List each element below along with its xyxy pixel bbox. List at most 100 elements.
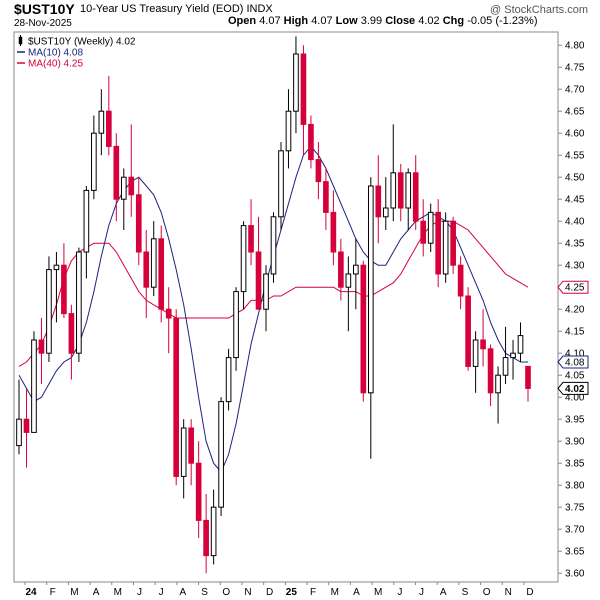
candle-body xyxy=(465,295,471,367)
candle-body xyxy=(450,220,456,266)
candle-body xyxy=(165,308,172,319)
candle-body xyxy=(315,159,322,183)
y-tick-label: 4.20 xyxy=(565,305,585,316)
candle-body xyxy=(53,264,60,271)
candle-body xyxy=(293,53,299,112)
brand-watermark: @ StockCharts.com xyxy=(485,4,588,16)
candle-body xyxy=(360,264,367,394)
candle-body xyxy=(375,185,382,218)
candle-body xyxy=(120,176,127,200)
y-tick-label: 3.90 xyxy=(565,437,585,448)
candle-body xyxy=(480,339,486,350)
x-tick-label: A xyxy=(93,587,100,598)
candle-body xyxy=(442,220,449,275)
x-tick-label: N xyxy=(244,587,251,598)
candle-body xyxy=(31,339,37,433)
y-tick-label: 3.85 xyxy=(565,459,585,470)
x-tick-label: M xyxy=(114,587,122,598)
legend-entry: MA(40) 4.25 xyxy=(28,59,83,70)
x-tick-label: 25 xyxy=(286,587,298,598)
x-tick-label: S xyxy=(201,587,208,598)
candle-body xyxy=(405,172,412,209)
close-value: 4.02 xyxy=(418,15,440,27)
candle-body xyxy=(525,365,531,389)
y-tick-label: 3.65 xyxy=(565,547,585,558)
candle-body xyxy=(263,273,269,310)
x-tick-label: J xyxy=(419,587,424,598)
candle-body xyxy=(420,220,427,244)
y-tick-label: 4.30 xyxy=(565,261,585,272)
x-tick-label: D xyxy=(526,587,533,598)
candle-body xyxy=(203,519,209,557)
x-tick-label: D xyxy=(266,587,273,598)
ohlc-readout: Open 4.07 High 4.07 Low 3.99 Close 4.02 … xyxy=(228,15,538,27)
y-tick-label: 4.10 xyxy=(565,349,585,360)
candle-body xyxy=(510,352,516,359)
y-tick-label: 4.15 xyxy=(565,327,585,338)
candle-body xyxy=(23,418,30,433)
candle-body xyxy=(270,216,277,275)
x-tick-label: A xyxy=(353,587,360,598)
chg-value: -0.05 (-1.23%) xyxy=(467,15,538,27)
candle-body xyxy=(128,176,135,196)
candle-body xyxy=(397,172,404,209)
candle-body xyxy=(502,357,509,376)
chart-date: 28-Nov-2025 xyxy=(14,18,72,29)
y-tick-label: 4.65 xyxy=(565,107,585,118)
x-tick-label: O xyxy=(222,587,230,598)
x-tick-label: A xyxy=(180,587,187,598)
symbol-description: 10-Year US Treasury Yield (EOD) INDX xyxy=(80,3,273,15)
y-tick-label: 4.60 xyxy=(565,129,585,140)
x-tick-label: M xyxy=(70,587,78,598)
x-tick-label: M xyxy=(374,587,382,598)
y-tick-label: 4.75 xyxy=(565,63,585,74)
high-label: High xyxy=(283,15,309,27)
candle-body xyxy=(135,194,142,253)
high-value: 4.07 xyxy=(311,15,333,27)
x-tick-label: O xyxy=(483,587,491,598)
legend-box xyxy=(16,34,128,68)
legend-entry: MA(10) 4.08 xyxy=(28,48,83,59)
x-tick-label: S xyxy=(462,587,469,598)
y-tick-label: 3.70 xyxy=(565,525,585,536)
x-tick-label: J xyxy=(397,587,402,598)
candle-body xyxy=(158,238,165,310)
candle-body xyxy=(248,225,254,253)
x-tick-label: N xyxy=(505,587,512,598)
value-tag-label: 4.02 xyxy=(565,384,585,395)
candle-body xyxy=(300,53,307,125)
open-value: 4.07 xyxy=(259,15,281,27)
candle-body xyxy=(150,238,157,288)
candle-body xyxy=(353,264,359,275)
chg-label: Chg xyxy=(442,15,465,27)
y-tick-label: 3.60 xyxy=(565,569,585,580)
brand-text: @ StockCharts.com xyxy=(490,4,588,16)
candle-body xyxy=(330,211,337,253)
legend-entry: $UST10Y (Weekly) 4.02 xyxy=(28,37,136,48)
candle-body xyxy=(412,172,419,222)
candle-body xyxy=(76,251,82,354)
y-tick-label: 4.40 xyxy=(565,217,585,228)
x-tick-label: 24 xyxy=(25,587,37,598)
y-tick-label: 4.50 xyxy=(565,173,585,184)
value-tag: 4.08 xyxy=(557,355,589,369)
candle-body xyxy=(308,123,314,161)
candle-body xyxy=(91,132,97,191)
value-tag-label: 4.08 xyxy=(565,358,585,369)
candle-body xyxy=(487,348,494,394)
candle-body xyxy=(46,269,52,354)
candle-body xyxy=(427,211,434,244)
candle-body xyxy=(345,273,352,288)
candle-body xyxy=(240,225,247,293)
candle-body xyxy=(457,264,464,297)
symbol-title: $UST10Y xyxy=(14,1,75,17)
candle-body xyxy=(106,110,112,147)
candle-body xyxy=(285,110,292,152)
candle-body xyxy=(83,189,90,253)
x-tick-label: J xyxy=(137,587,142,598)
value-tag: 4.25 xyxy=(557,280,589,294)
y-tick-label: 4.35 xyxy=(565,239,585,250)
x-tick-label: J xyxy=(159,587,164,598)
candle-body xyxy=(225,357,232,403)
